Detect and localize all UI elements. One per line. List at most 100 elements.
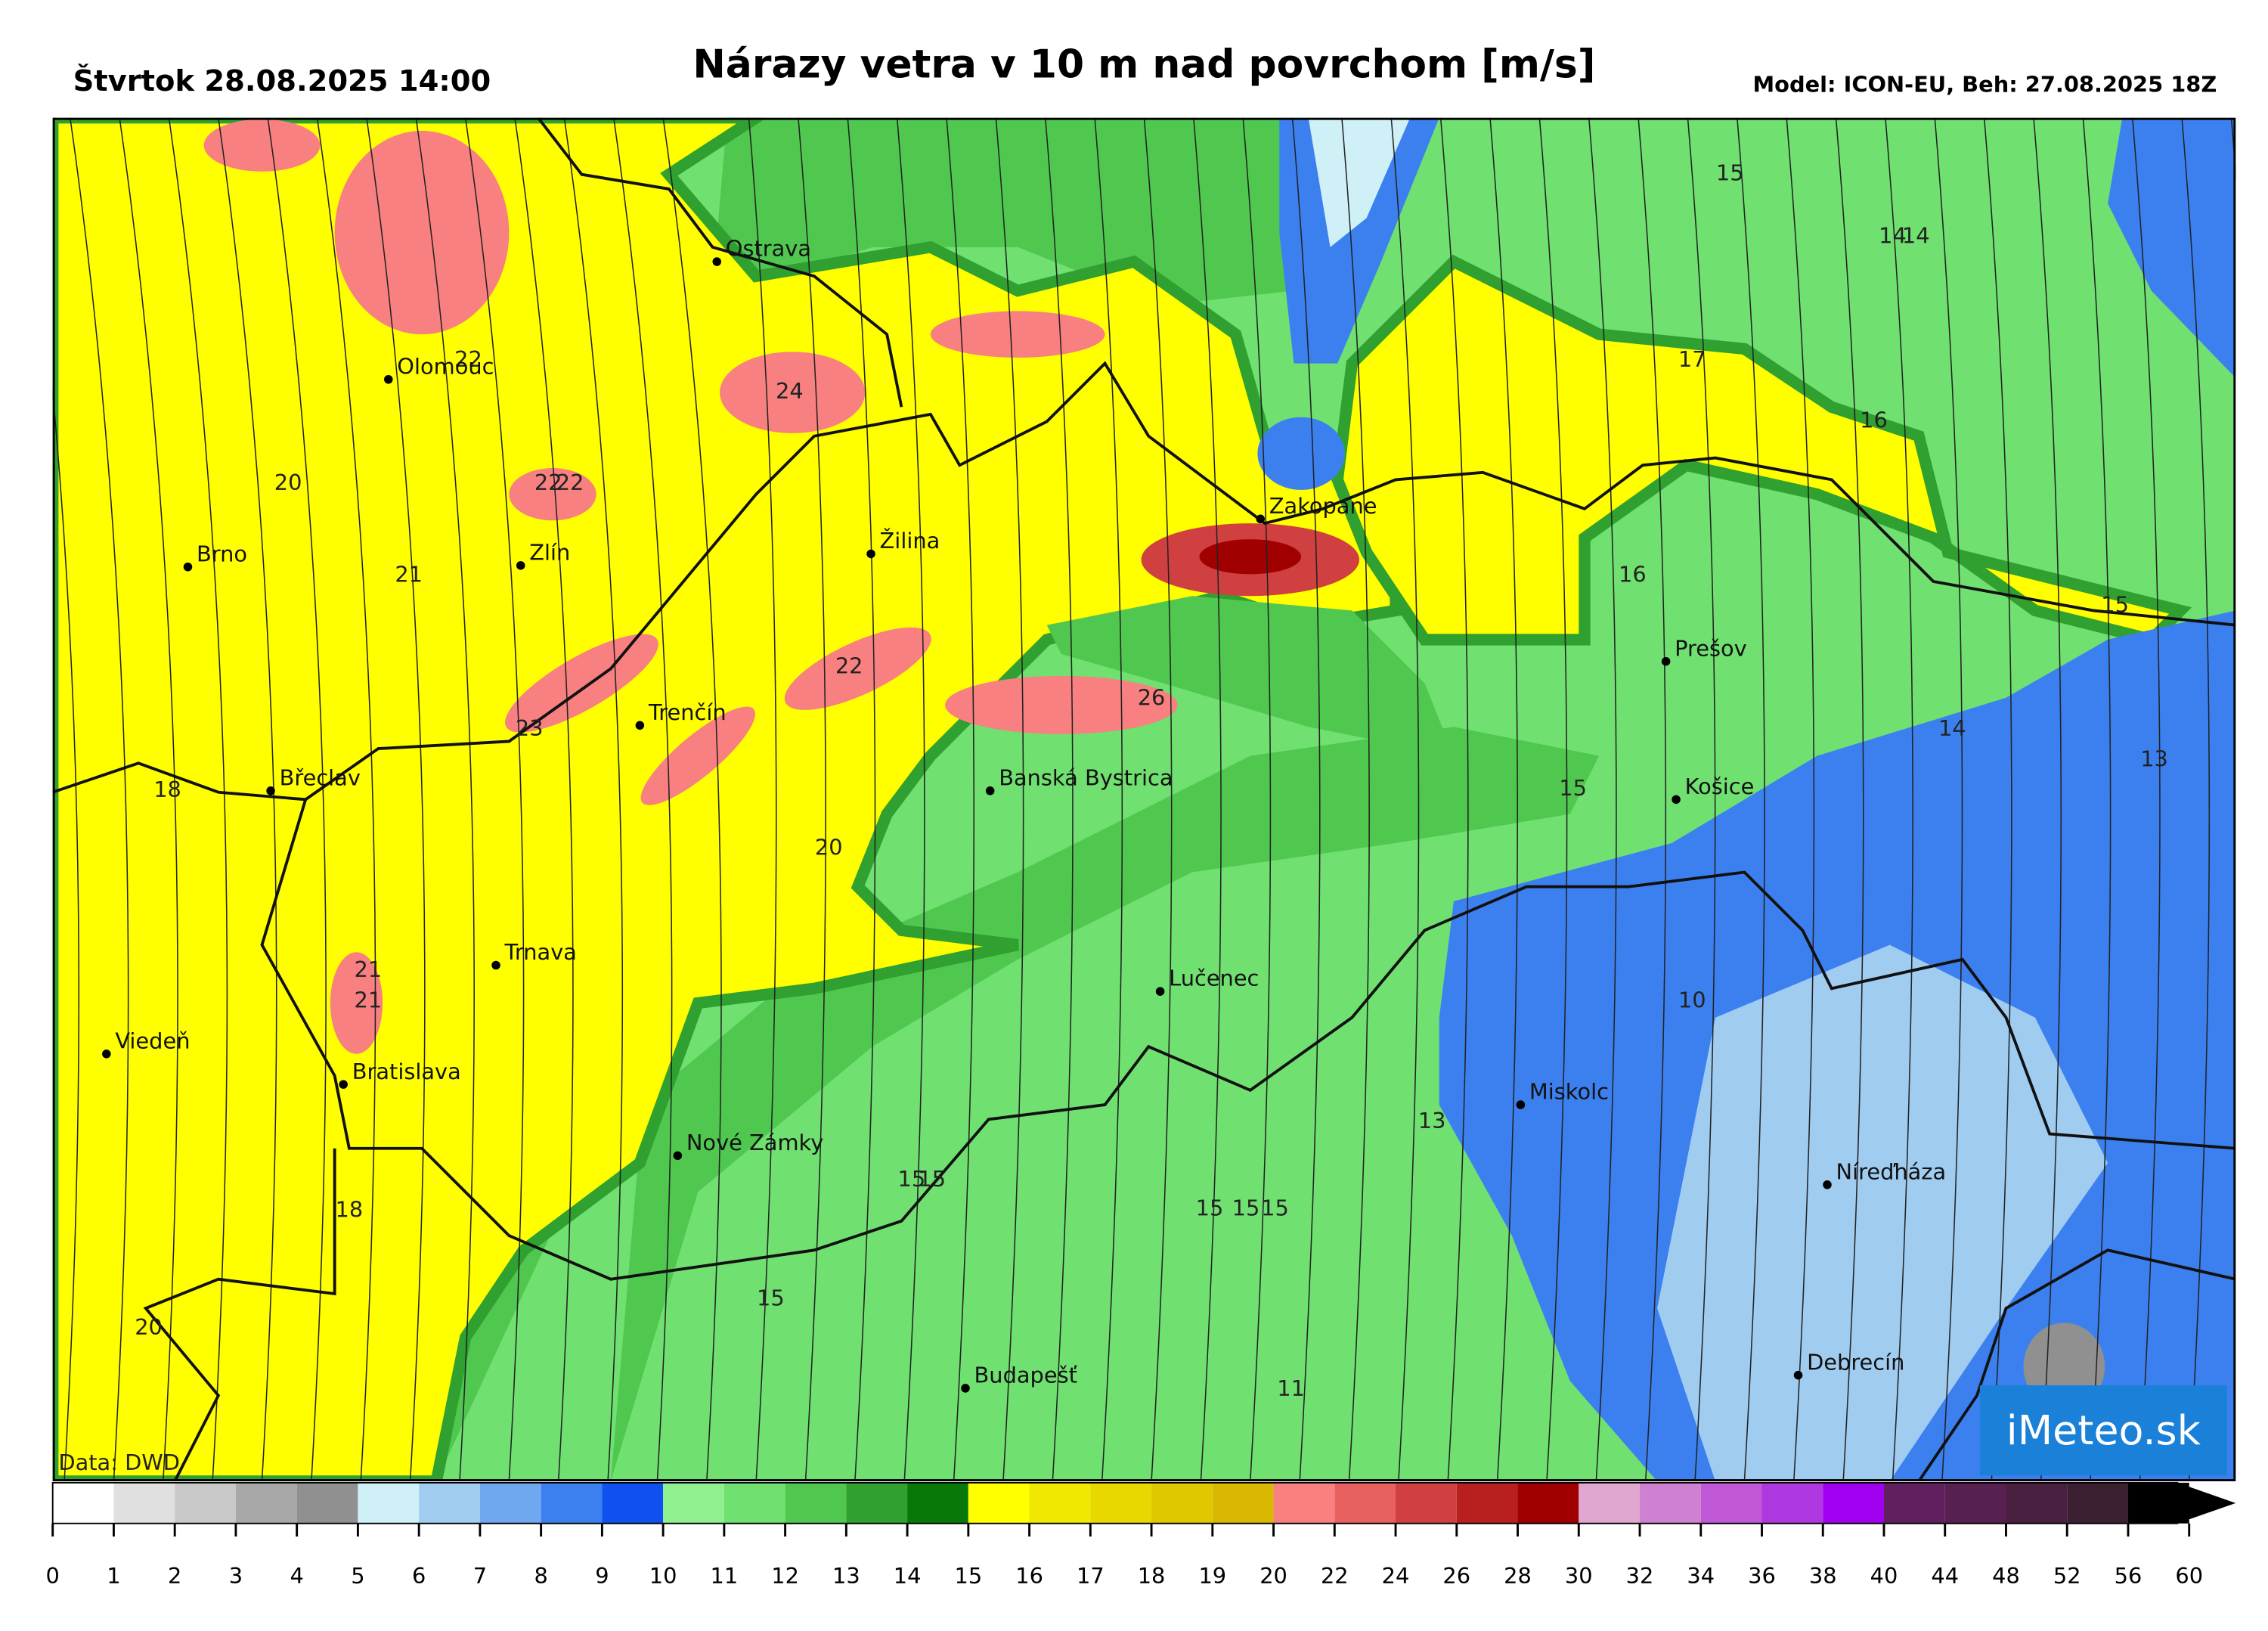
- city-label: Břeclav: [280, 764, 361, 790]
- streamline: [168, 117, 228, 1481]
- city-dot: [491, 960, 500, 970]
- value-label: 22: [454, 346, 482, 372]
- logo-box: [1979, 1385, 2227, 1476]
- city-dot: [1661, 656, 1671, 666]
- streamline: [995, 117, 1024, 1481]
- city-dot: [1672, 795, 1681, 805]
- colorbar-segment: [419, 1482, 480, 1524]
- streamline: [316, 117, 376, 1481]
- colorbar-segment: [1029, 1482, 1091, 1524]
- streamline: [1094, 117, 1123, 1481]
- pink-patch: [930, 311, 1105, 358]
- colorbar-tick-label: 52: [2053, 1563, 2081, 1589]
- streamline: [612, 117, 673, 1481]
- colorbar-tick-label: 20: [1259, 1563, 1287, 1589]
- streamline: [2033, 117, 2062, 1481]
- city-dot: [1793, 1370, 1803, 1380]
- colorbar-frame: [51, 1481, 2179, 1524]
- colorbar-tick-label: 6: [412, 1563, 426, 1589]
- pink-patch: [784, 627, 931, 710]
- colorbar-segment: [235, 1482, 297, 1524]
- colorbar-segment: [663, 1482, 724, 1524]
- value-label: 22: [534, 470, 562, 495]
- colorbar-tick-label: 32: [1626, 1563, 1654, 1589]
- streamline: [1390, 117, 1420, 1481]
- streamline: [1291, 117, 1321, 1481]
- streamline: [1637, 117, 1667, 1481]
- pink-patch: [509, 468, 596, 521]
- streamline: [1143, 117, 1173, 1481]
- colorbar-segment: [846, 1482, 908, 1524]
- streamline: [847, 117, 876, 1481]
- pink-patch: [945, 675, 1178, 734]
- field-yellow-east: [1331, 254, 2192, 647]
- colorbar-tick-label: 44: [1931, 1563, 1959, 1589]
- streamline: [1588, 117, 1617, 1481]
- value-label: 16: [1619, 561, 1647, 587]
- city-label: Banská Bystrica: [999, 764, 1173, 790]
- value-label: 14: [1902, 222, 1930, 248]
- colorbar-segment: [1151, 1482, 1213, 1524]
- colorbar: 0 1 2 3 4 5 6 7 8 9 10 11 12 13 14 15 16 17 18 19 20 22 24 26 28…: [46, 1481, 2236, 1589]
- streamline: [2131, 117, 2161, 1481]
- city-dot: [673, 1151, 683, 1161]
- colorbar-tick-label: 0: [46, 1563, 60, 1589]
- colorbar-segment: [1761, 1482, 1823, 1524]
- city-label: Trenčín: [648, 699, 727, 725]
- city-label: Brno: [197, 541, 247, 566]
- logo: iMeteo.sk: [2006, 1406, 2201, 1454]
- streamline: [946, 117, 975, 1481]
- country-border: [143, 117, 2236, 1481]
- city-label: Olomouc: [397, 353, 494, 379]
- streamline: [0, 118, 29, 1481]
- colorbar-segment: [479, 1482, 541, 1524]
- colorbar-tick-label: 40: [1870, 1563, 1898, 1589]
- city-label: Žilina: [880, 528, 940, 553]
- colorbar-tick-label: 9: [595, 1563, 609, 1589]
- city-dot: [102, 1050, 111, 1059]
- value-label: 15: [2101, 592, 2129, 618]
- value-label: 18: [153, 777, 181, 802]
- value-label: 20: [274, 470, 302, 495]
- date-label: Štvrtok 28.08.2025 14:00: [73, 63, 491, 98]
- streamline: [267, 117, 327, 1481]
- colorbar-segment: [1456, 1482, 1518, 1524]
- city-label: Trnava: [504, 939, 577, 965]
- colorbar-tick-label: 13: [832, 1563, 860, 1589]
- cities: Ostrava Olomouc Brno Zlín Žilina Zakopane Preš…: [102, 236, 1946, 1393]
- colorbar-tick-label: 2: [168, 1563, 181, 1589]
- value-label: 22: [556, 470, 584, 495]
- field-lightblue-north: [1308, 117, 1411, 247]
- field-pink-patches: [203, 119, 1178, 1054]
- value-label: 20: [815, 835, 843, 860]
- city-label: Bratislava: [352, 1059, 461, 1084]
- colorbar-segment: [1883, 1482, 1945, 1524]
- streamline: [1983, 117, 2012, 1481]
- city-label: Zakopane: [1269, 493, 1377, 519]
- colorbar-segment: [358, 1482, 420, 1524]
- city-dot: [1823, 1180, 1832, 1189]
- colorbar-tick-label: 30: [1565, 1563, 1593, 1589]
- streamline: [896, 117, 925, 1481]
- city-label: Miskolc: [1529, 1079, 1609, 1105]
- colorbar-segment: [1396, 1482, 1457, 1524]
- city-dot: [1256, 514, 1266, 524]
- colorbar-segment: [1273, 1482, 1335, 1524]
- colorbar-tick-label: 12: [771, 1563, 799, 1589]
- colorbar-segment: [785, 1482, 847, 1524]
- colorbar-tick-label: 18: [1138, 1563, 1166, 1589]
- city-dot: [516, 561, 525, 570]
- streamline: [1439, 117, 1469, 1481]
- streamline: [1687, 117, 1716, 1481]
- streamline: [514, 117, 574, 1481]
- colorbar-segment: [1212, 1482, 1274, 1524]
- colorbar-tick-label: 10: [649, 1563, 677, 1589]
- city-label: Budapešť: [974, 1363, 1077, 1388]
- value-label: 15: [1232, 1195, 1260, 1220]
- colorbar-tick-label: 3: [229, 1563, 243, 1589]
- colorbar-segment: [968, 1482, 1030, 1524]
- value-label: 21: [355, 988, 383, 1013]
